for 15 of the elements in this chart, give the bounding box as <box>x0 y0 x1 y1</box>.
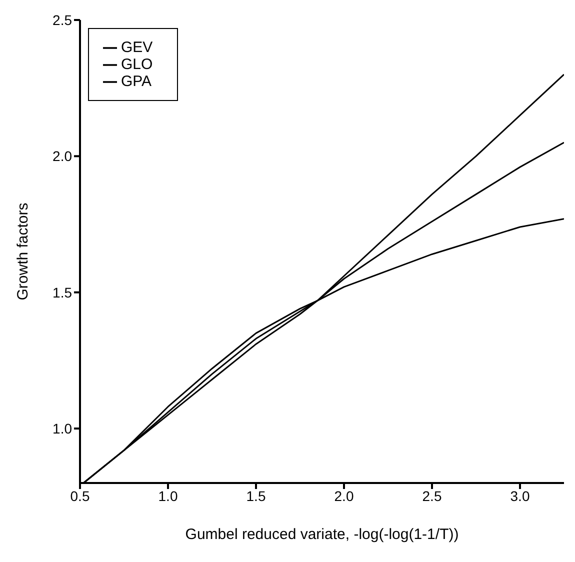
y-tick-label: 2.0 <box>52 148 72 164</box>
x-tick-label: 3.0 <box>510 488 530 504</box>
legend-label: GEV <box>121 39 153 56</box>
x-tick-label: 0.5 <box>70 488 90 504</box>
x-tick-label: 1.0 <box>158 488 178 504</box>
x-tick-label: 1.5 <box>246 488 266 504</box>
x-axis-title: Gumbel reduced variate, -log(-log(1-1/T)) <box>185 526 459 543</box>
y-tick-label: 1.5 <box>52 284 72 300</box>
y-tick-label: 1.0 <box>52 420 72 436</box>
y-tick-label: 2.5 <box>52 12 72 28</box>
y-axis-title: Growth factors <box>14 202 32 300</box>
legend-label: GPA <box>121 73 152 90</box>
x-tick-label: 2.5 <box>422 488 442 504</box>
legend-label: GLO <box>121 56 153 73</box>
x-tick-label: 2.0 <box>334 488 354 504</box>
